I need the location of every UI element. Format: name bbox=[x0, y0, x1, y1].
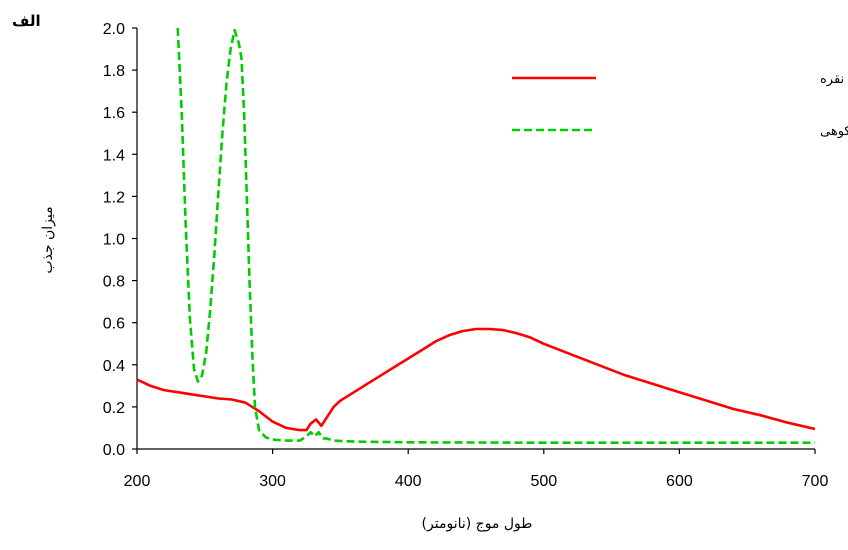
y-tick-label: 0.4 bbox=[103, 358, 125, 375]
y-tick-label: 1.2 bbox=[103, 189, 125, 206]
y-tick-label: 0.0 bbox=[103, 442, 125, 459]
x-tick-label: 200 bbox=[124, 473, 151, 490]
y-tick-label: 0.6 bbox=[103, 316, 125, 333]
x-tick-label: 500 bbox=[530, 473, 557, 490]
series-line-1 bbox=[176, 27, 815, 444]
legend-label-0: عصاره آویشن کوهی و نانوذره نقره bbox=[820, 70, 848, 87]
y-tick-label: 2.0 bbox=[103, 21, 125, 38]
axes: 0.0 0.2 0.4 0.6 0.8 1.0 1.2 1.4 1.6 1.8 2.0 200 300 4… bbox=[103, 21, 829, 490]
panel-label: الف bbox=[12, 12, 41, 30]
y-axis-title: میزان جذب bbox=[40, 206, 56, 273]
y-tick-label: 1.4 bbox=[103, 147, 125, 164]
x-axis-title: طول موج (نانومتر) bbox=[422, 516, 533, 532]
x-tick-label: 600 bbox=[666, 473, 693, 490]
y-tick-label: 0.2 bbox=[103, 400, 125, 417]
y-tick-label: 0.8 bbox=[103, 274, 125, 291]
y-tick-label: 1.0 bbox=[103, 232, 125, 249]
x-tick-label: 700 bbox=[802, 473, 829, 490]
legend-label-1: عصاره آویشن کوهی bbox=[820, 122, 848, 139]
x-tick-label: 400 bbox=[395, 473, 422, 490]
series-line-0 bbox=[136, 327, 816, 432]
plot-area bbox=[136, 27, 816, 444]
y-tick-label: 1.6 bbox=[103, 105, 125, 122]
legend: عصاره آویشن کوهی و نانوذره نقره عصاره آوی… bbox=[512, 70, 848, 139]
x-tick-label: 300 bbox=[259, 473, 286, 490]
y-tick-label: 1.8 bbox=[103, 63, 125, 80]
